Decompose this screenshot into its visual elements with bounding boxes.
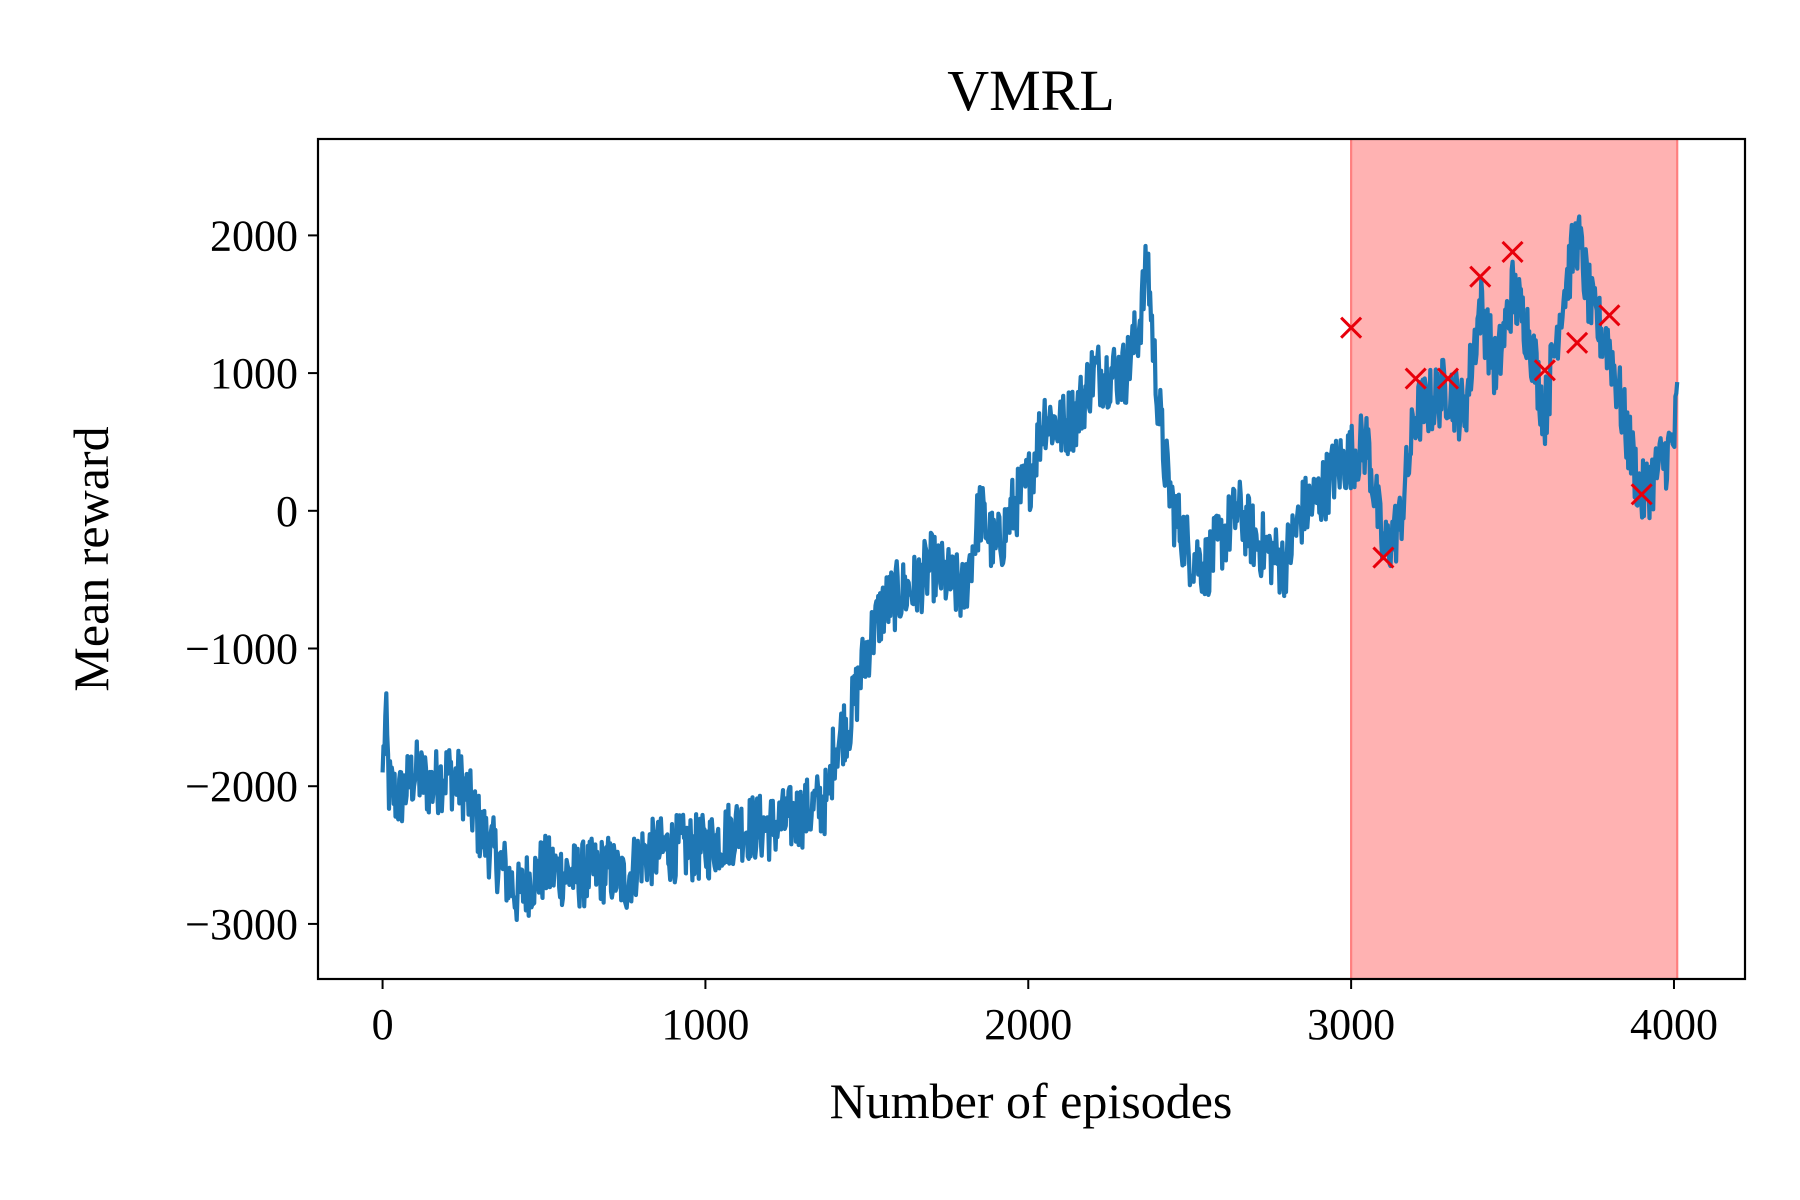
y-axis: −3000 −2000 −1000 0 1000 2000 <box>185 211 318 949</box>
marker-point <box>1372 546 1395 569</box>
y-tick-label: −3000 <box>185 900 298 949</box>
x-tick-label: 3000 <box>1307 1000 1395 1049</box>
y-tick-label: 0 <box>276 487 298 536</box>
y-tick-label: −2000 <box>185 762 298 811</box>
y-tick-label: 1000 <box>210 349 298 398</box>
x-tick-label: 0 <box>372 1000 394 1049</box>
x-tick-label: 2000 <box>984 1000 1072 1049</box>
marker-point <box>1630 483 1653 506</box>
marker-layer <box>1340 240 1653 569</box>
marker-point <box>1340 316 1363 339</box>
x-axis-label: Number of episodes <box>830 1073 1233 1129</box>
plot-frame <box>316 137 1747 981</box>
series-line <box>380 214 1680 922</box>
y-tick-label: −1000 <box>185 625 298 674</box>
y-tick-label: 2000 <box>210 211 298 260</box>
marker-point <box>1469 265 1492 288</box>
x-tick-label: 1000 <box>661 1000 749 1049</box>
marker-point <box>1501 240 1524 263</box>
y-axis-label: Mean reward <box>63 426 119 691</box>
marker-point <box>1533 359 1556 382</box>
marker-point <box>1598 304 1621 327</box>
chart-title: VMRL <box>947 58 1115 123</box>
x-tick-label: 4000 <box>1630 1000 1718 1049</box>
x-axis: 0 1000 2000 3000 4000 <box>372 979 1718 1049</box>
marker-point <box>1404 367 1427 390</box>
marker-point <box>1566 331 1589 354</box>
series-line-layer <box>380 214 1680 922</box>
marker-point <box>1436 367 1460 390</box>
